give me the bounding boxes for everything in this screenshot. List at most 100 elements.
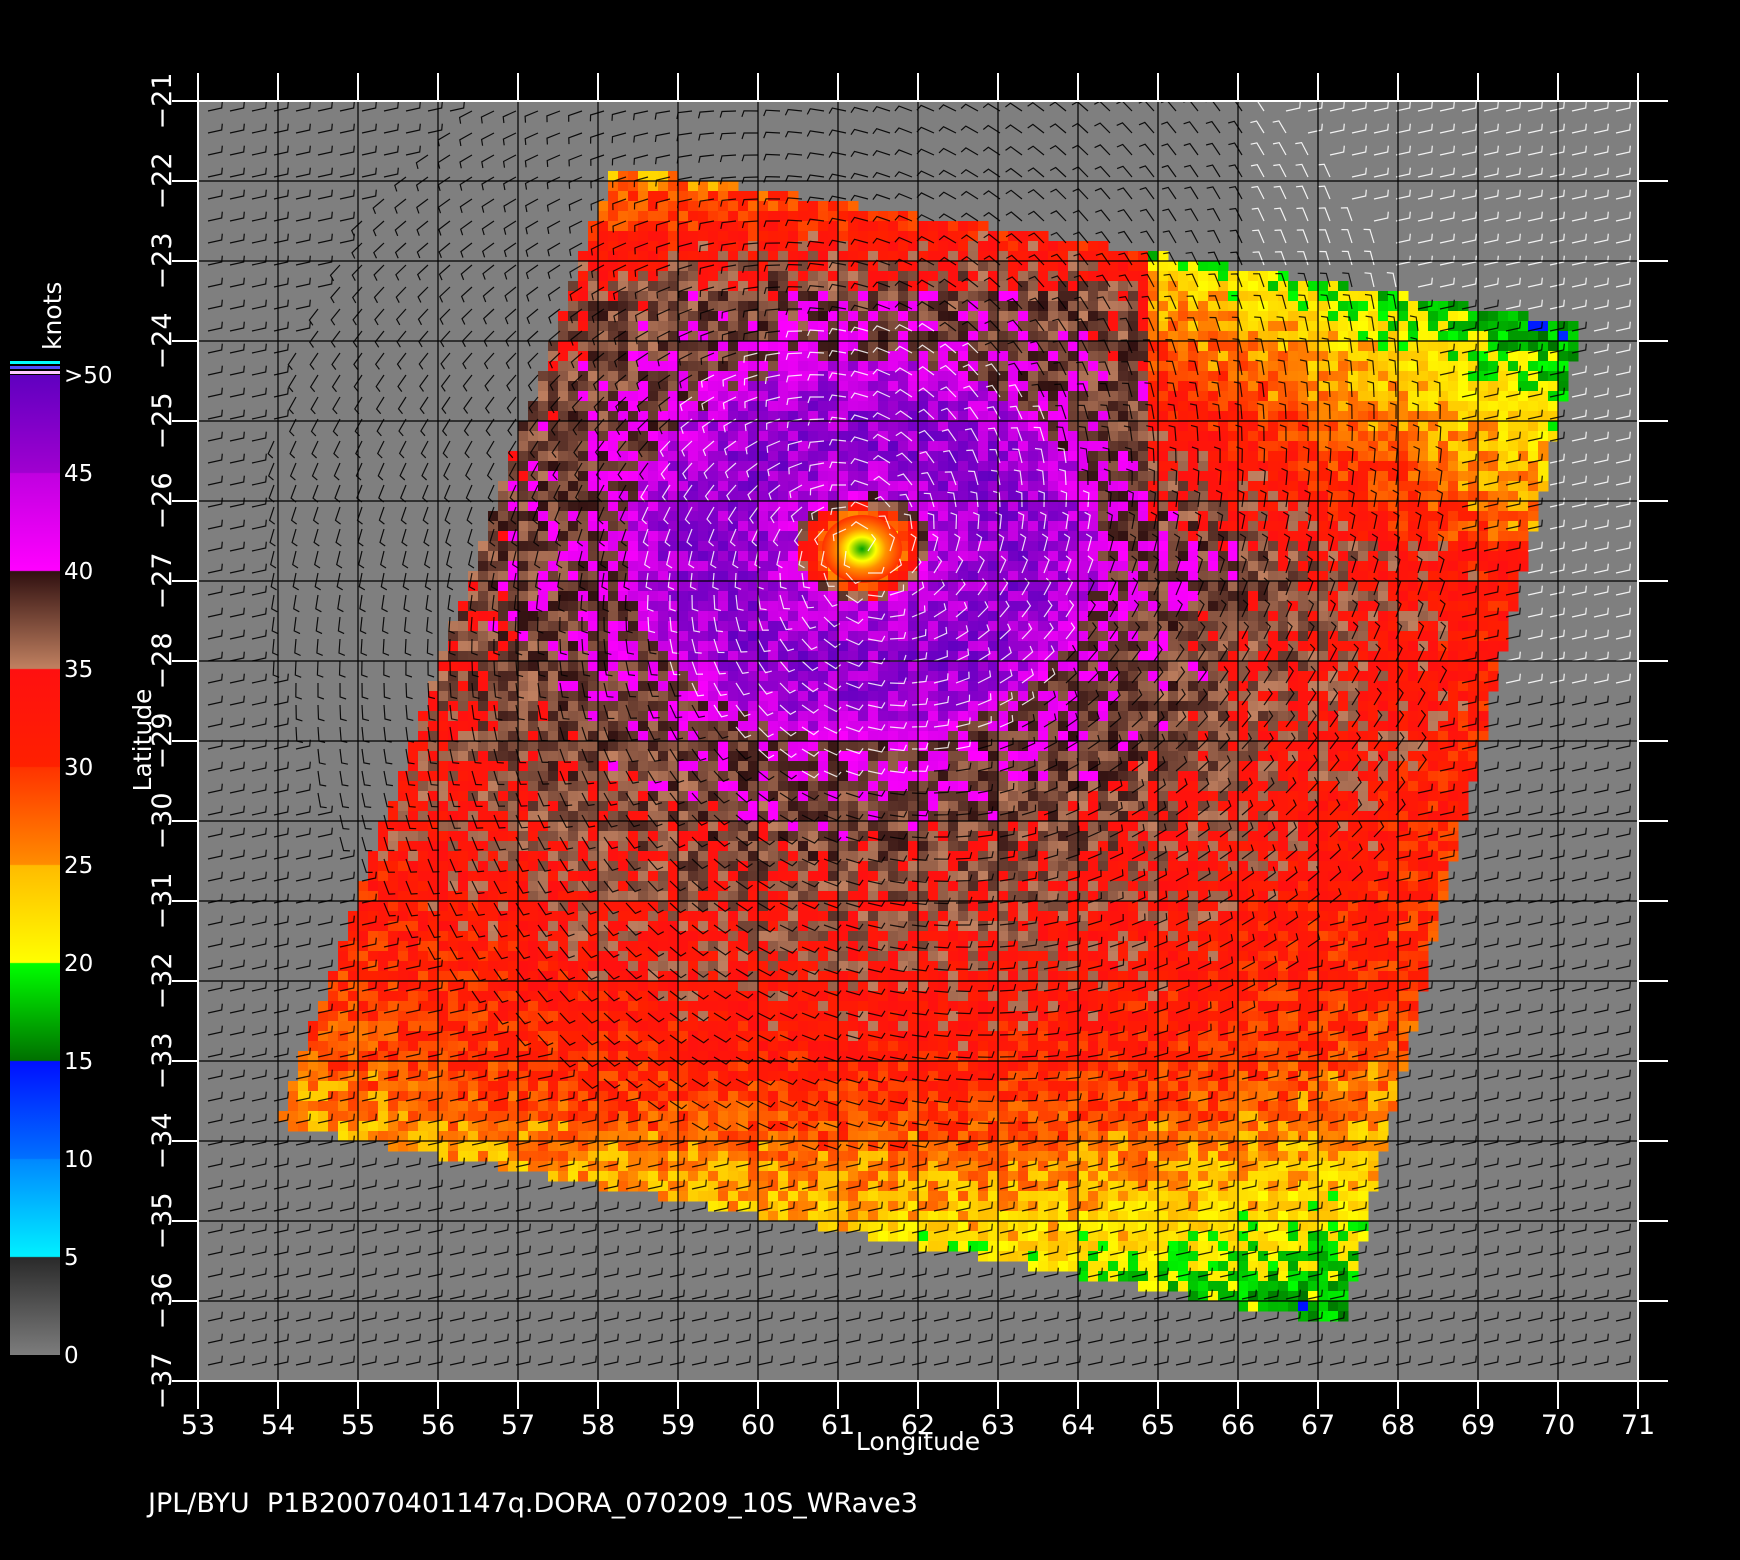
wind-speed-cell [1408,431,1419,442]
wind-speed-cell [448,651,459,662]
wind-speed-cell [1218,691,1229,702]
wind-speed-cell [988,281,999,292]
wind-speed-cell [958,521,969,532]
wind-speed-cell [538,521,549,532]
wind-speed-cell [588,591,599,602]
wind-speed-cell [438,711,449,722]
wind-speed-cell [1508,321,1519,332]
wind-speed-cell [798,411,809,422]
wind-speed-cell [768,471,779,482]
wind-speed-cell [488,721,499,732]
wind-speed-cell [1108,391,1119,402]
wind-speed-cell [1328,351,1339,362]
wind-speed-cell [688,281,699,292]
wind-speed-cell [1278,601,1289,612]
wind-speed-cell [918,261,929,272]
wind-speed-cell [1078,321,1089,332]
wind-speed-cell [588,701,599,712]
wind-speed-cell [928,491,939,502]
wind-speed-cell [1368,401,1379,412]
wind-speed-cell [1078,711,1089,722]
wind-speed-cell [638,711,649,722]
wind-speed-cell [1348,401,1359,412]
wind-speed-cell [1088,411,1099,422]
wind-speed-cell [1288,461,1299,472]
wind-speed-cell [1378,311,1389,322]
wind-speed-cell [1338,441,1349,452]
wind-speed-cell [598,401,609,412]
wind-speed-cell [1318,601,1329,612]
wind-speed-cell [1508,351,1519,362]
wind-speed-cell [488,601,499,612]
wind-speed-cell [518,621,529,632]
wind-speed-cell [898,611,909,622]
wind-speed-cell [1058,521,1069,532]
wind-speed-cell [1308,501,1319,512]
wind-speed-cell [758,471,769,482]
wind-speed-cell [1298,431,1309,442]
wind-speed-cell [918,441,929,452]
wind-speed-cell [1058,261,1069,272]
wind-speed-cell [1188,431,1199,442]
wind-speed-cell [1088,311,1099,322]
wind-speed-cell [1228,381,1239,392]
wind-speed-cell [1118,621,1129,632]
wind-speed-cell [928,421,939,432]
wind-speed-cell [1058,331,1069,342]
wind-speed-cell [858,361,869,372]
wind-speed-cell [818,671,829,682]
wind-speed-cell [628,621,639,632]
wind-speed-cell [748,501,759,512]
wind-speed-cell [808,561,819,572]
wind-speed-cell [598,721,609,732]
wind-speed-cell [1438,391,1449,402]
wind-speed-cell [598,361,609,372]
wind-speed-cell [938,221,949,232]
wind-speed-cell [678,451,689,462]
wind-speed-cell [1458,531,1469,542]
wind-speed-cell [858,271,869,282]
wind-speed-cell [1378,551,1389,562]
wind-speed-cell [1278,431,1289,442]
wind-speed-cell [908,471,919,482]
wind-speed-cell [1328,511,1339,522]
wind-speed-cell [648,461,659,472]
wind-speed-cell [748,421,759,432]
wind-speed-cell [848,201,859,212]
wind-speed-cell [698,521,709,532]
wind-speed-cell [1048,691,1059,702]
wind-speed-cell [1398,551,1409,562]
wind-speed-cell [598,681,609,692]
wind-speed-cell [1468,711,1479,722]
wind-speed-cell [668,611,679,622]
wind-speed-cell [768,511,779,522]
wind-speed-cell [1368,581,1379,592]
wind-speed-cell [1318,681,1329,692]
wind-speed-cell [1378,651,1389,662]
wind-speed-cell [578,321,589,332]
wind-speed-cell [928,461,939,472]
wind-speed-cell [698,371,709,382]
wind-speed-cell [1418,611,1429,622]
wind-speed-cell [1248,311,1259,322]
wind-speed-cell [1288,291,1299,302]
wind-speed-cell [528,701,539,712]
wind-speed-cell [728,661,739,672]
wind-speed-cell [548,421,559,432]
wind-speed-cell [1218,621,1229,632]
wind-speed-cell [798,481,809,492]
wind-speed-cell [488,531,499,542]
wind-speed-cell [658,171,669,182]
wind-speed-cell [548,491,559,502]
wind-speed-cell [818,271,829,282]
wind-speed-cell [508,521,519,532]
wind-speed-cell [838,321,849,332]
wind-speed-cell [1328,561,1339,572]
wind-speed-cell [958,621,969,632]
wind-speed-cell [1048,571,1059,582]
wind-speed-cell [568,311,579,322]
wind-speed-cell [418,711,429,722]
wind-speed-cell [658,621,669,632]
wind-speed-cell [1088,651,1099,662]
wind-speed-cell [858,261,869,272]
